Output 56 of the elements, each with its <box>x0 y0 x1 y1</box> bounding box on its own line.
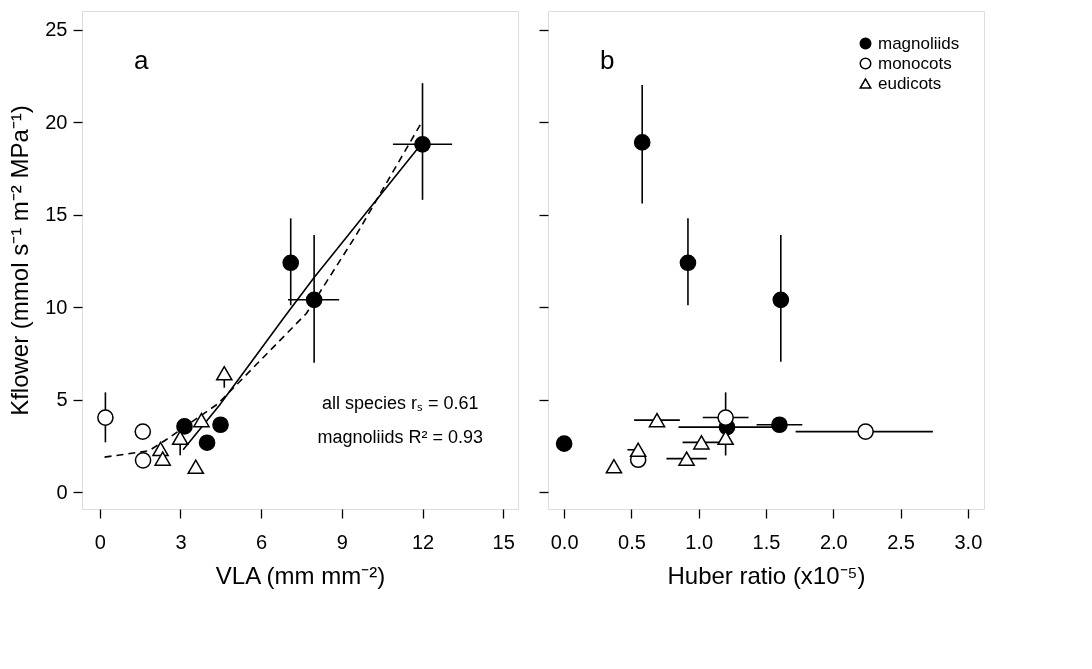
legend-label: eudicots <box>878 73 942 93</box>
point <box>678 451 695 466</box>
annotation: b <box>600 45 615 75</box>
point <box>679 254 697 272</box>
x-tick-label: 2.0 <box>819 530 848 553</box>
x-tick-label: 0.0 <box>550 530 579 553</box>
y-tick-label: 25 <box>45 18 68 41</box>
y-tick-label: 0 <box>56 480 68 503</box>
x-tick-label: 3 <box>175 530 187 553</box>
point <box>555 435 573 452</box>
point <box>212 416 229 434</box>
point <box>648 412 666 428</box>
point <box>198 434 216 452</box>
point <box>857 423 874 440</box>
point <box>193 412 210 428</box>
point <box>629 442 647 458</box>
point <box>134 451 152 469</box>
point <box>717 430 734 446</box>
y-axis-title: Kflower (mmol s⁻¹ m⁻² MPa⁻¹) <box>6 105 34 416</box>
x-axis-title: Huber ratio (x10⁻⁵) <box>667 561 866 589</box>
x-tick-label: 15 <box>492 530 515 553</box>
y-tick-label: 20 <box>45 110 68 133</box>
legend-label: magnoliids <box>878 33 960 53</box>
annotation: a <box>134 45 149 75</box>
point <box>693 435 710 450</box>
point <box>282 254 300 272</box>
point <box>187 459 205 475</box>
point <box>414 135 431 153</box>
point <box>134 423 152 440</box>
y-tick-label: 10 <box>45 295 68 318</box>
legend-label: monocots <box>878 53 952 73</box>
point <box>772 291 790 309</box>
point <box>154 451 172 466</box>
x-tick-label: 9 <box>336 530 348 553</box>
point <box>305 291 323 309</box>
x-tick-label: 6 <box>256 530 268 553</box>
x-tick-label: 12 <box>411 530 435 553</box>
x-tick-label: 2.5 <box>887 530 915 553</box>
x-axis-title: VLA (mm mm⁻²) <box>215 561 386 589</box>
point <box>633 134 651 151</box>
point <box>215 365 233 381</box>
x-tick-label: 1.0 <box>685 530 714 553</box>
point <box>97 409 114 426</box>
y-tick-label: 15 <box>45 203 68 226</box>
x-tick-label: 0.5 <box>618 530 646 553</box>
annotation: magnoliids R² = 0.93 <box>317 427 484 448</box>
x-tick-label: 0 <box>94 530 106 553</box>
x-tick-label: 3.0 <box>954 530 983 553</box>
point <box>771 416 788 434</box>
point <box>176 418 193 435</box>
point <box>717 409 734 426</box>
x-tick-label: 1.5 <box>752 530 781 553</box>
point <box>605 458 623 474</box>
y-tick-label: 5 <box>56 388 68 411</box>
annotation: all species rₛ = 0.61 <box>321 393 479 414</box>
point <box>171 430 189 446</box>
